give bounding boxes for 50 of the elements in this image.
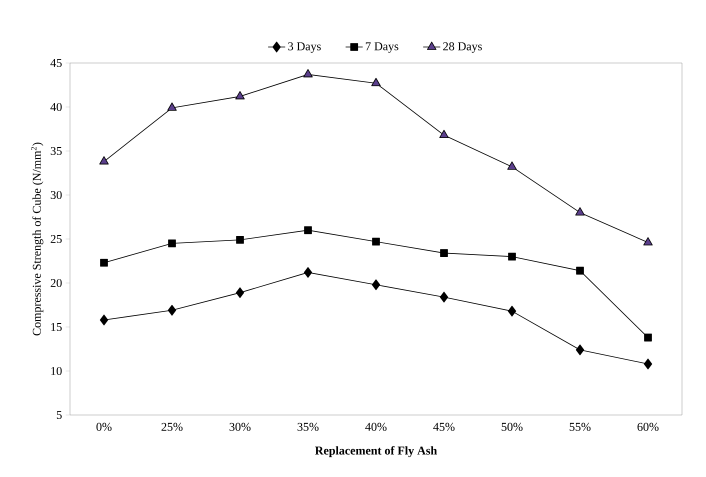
x-tick-label: 45%	[433, 422, 455, 431]
point	[235, 91, 245, 100]
x-tick-label: 55%	[570, 422, 591, 431]
x-tick-label: 50%	[502, 422, 523, 431]
point	[440, 292, 448, 302]
legend-label: 7 Days	[366, 42, 398, 53]
point	[644, 358, 652, 370]
y-tick-label: 25	[50, 234, 62, 244]
point	[236, 236, 244, 244]
point	[576, 266, 584, 275]
point	[508, 252, 516, 260]
point	[440, 249, 448, 257]
point	[576, 344, 584, 356]
legend-label: 3 Days	[288, 42, 321, 53]
point	[99, 156, 109, 164]
point	[371, 78, 381, 86]
point	[304, 226, 312, 234]
point	[372, 279, 380, 290]
point	[507, 161, 517, 170]
point	[100, 258, 108, 267]
point	[643, 237, 653, 246]
point	[439, 130, 449, 138]
y-tick-label: 35	[50, 146, 62, 156]
x-tick-label: 60%	[638, 422, 659, 431]
point	[575, 207, 585, 216]
x-tick-label: 30%	[230, 422, 251, 431]
x-tick-label: 40%	[365, 422, 387, 431]
point	[303, 69, 313, 78]
point	[372, 238, 380, 246]
y-tick-label: 20	[50, 278, 62, 288]
point	[168, 240, 176, 248]
y-tick-label: 45	[50, 58, 62, 67]
point	[304, 267, 312, 278]
y-tick-label: 15	[51, 322, 62, 332]
x-tick-label: 25%	[162, 422, 183, 431]
x-tick-label: 35%	[298, 422, 319, 431]
point	[100, 314, 108, 326]
y-tick-label: 10	[51, 366, 62, 376]
point	[236, 287, 244, 298]
point	[508, 306, 516, 317]
point	[168, 304, 176, 316]
x-tick-label: 0%	[96, 422, 112, 431]
point	[167, 102, 177, 111]
y-tick-label: 30	[50, 190, 62, 200]
point	[644, 334, 652, 342]
y-tick-label: 5	[56, 411, 62, 419]
x-axis-title: Replacement of Fly Ash	[315, 446, 437, 458]
legend-label: 28 Days	[443, 42, 482, 53]
y-axis-title: Compressive Strength of Cube (N/mm$^{2}$)	[31, 142, 44, 336]
y-tick-label: 40	[50, 102, 62, 112]
